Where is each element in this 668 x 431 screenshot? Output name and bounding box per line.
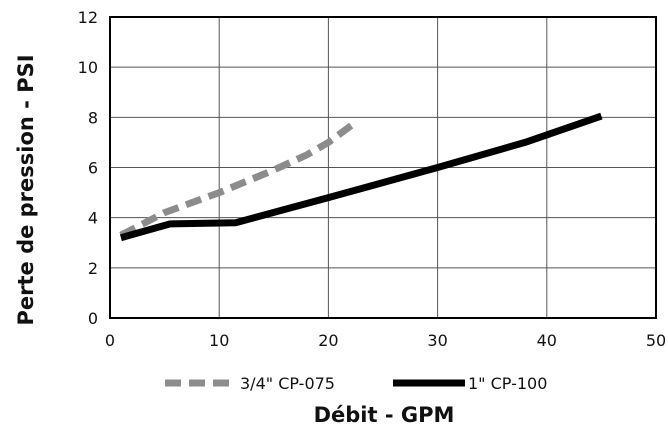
y-tick-label-5: 10 xyxy=(78,58,98,77)
x-axis-title: Débit - GPM xyxy=(314,403,455,427)
y-tick-label-1: 2 xyxy=(88,259,98,278)
series-lines xyxy=(119,112,603,242)
y-tick-label-6: 12 xyxy=(78,8,98,27)
y-tick-label-4: 8 xyxy=(88,108,98,127)
legend-label-1: 1" CP-100 xyxy=(468,374,547,393)
grid xyxy=(109,16,657,319)
y-axis-title: Perte de pression - PSI xyxy=(14,54,38,325)
legend: 3/4" CP-075 1" CP-100 xyxy=(165,374,547,393)
x-tick-label-2: 20 xyxy=(318,331,338,350)
y-tick-label-0: 0 xyxy=(88,309,98,328)
series-line-0 xyxy=(119,119,358,239)
series-line-1 xyxy=(119,112,603,242)
x-tick-label-0: 0 xyxy=(105,331,115,350)
x-tick-label-4: 40 xyxy=(537,331,557,350)
x-tick-label-3: 30 xyxy=(427,331,447,350)
legend-label-0: 3/4" CP-075 xyxy=(240,374,335,393)
x-tick-label-1: 10 xyxy=(209,331,229,350)
y-tick-label-2: 4 xyxy=(88,209,98,228)
y-tick-label-3: 6 xyxy=(88,159,98,178)
plot-frame xyxy=(109,16,657,319)
x-tick-label-5: 50 xyxy=(646,331,666,350)
tick-labels: 0 10 20 30 40 50 0 2 4 6 8 10 12 xyxy=(78,8,667,350)
